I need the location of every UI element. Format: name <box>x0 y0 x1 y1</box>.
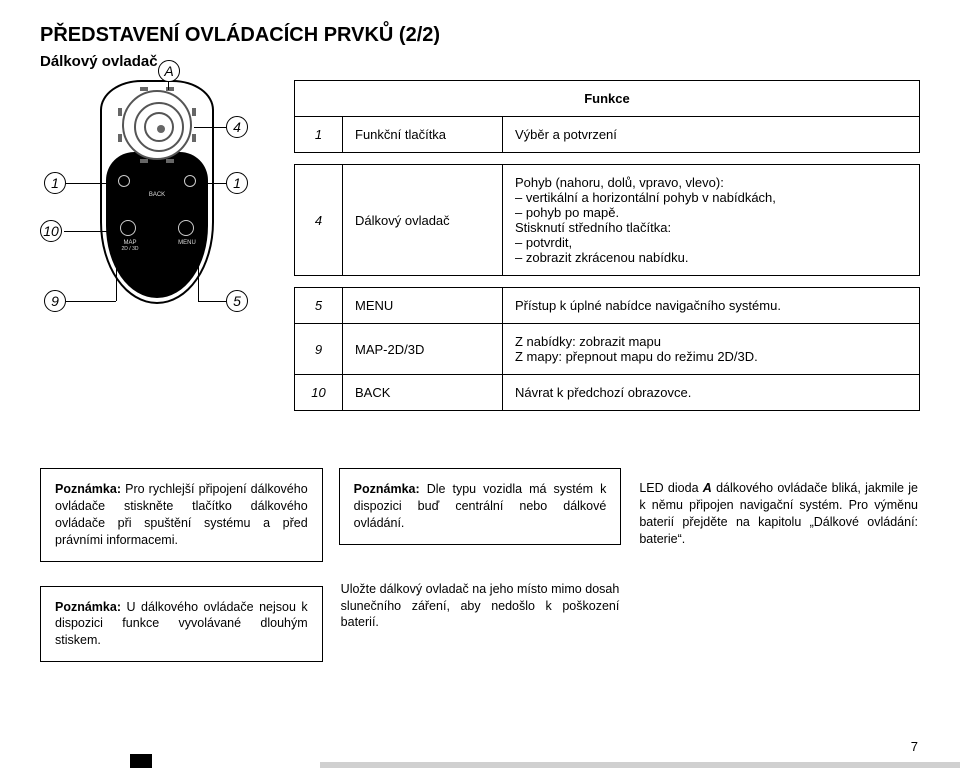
note-box: Poznámka: Pro rychlejší připojení dálkov… <box>40 468 323 562</box>
footer-mark-icon <box>130 754 152 768</box>
row-name: MAP-2D/3D <box>343 324 503 375</box>
menu-label: MENU <box>173 240 201 246</box>
row-num: 9 <box>295 324 343 375</box>
callout-4: 4 <box>226 116 248 138</box>
note-plain: Uložte dálkový ovladač na jeho místo mim… <box>339 569 622 644</box>
top-section: BACK MAP 2D / 3D MENU A 4 1 1 10 9 5 Fun… <box>40 80 920 420</box>
menu-button-icon <box>178 220 194 236</box>
table-row: 1 Funkční tlačítka Výběr a potvrzení <box>295 117 920 153</box>
callout-1-right: 1 <box>226 172 248 194</box>
table-row: 5 MENU Přístup k úplné nabídce navigační… <box>295 288 920 324</box>
fn-button-right-icon <box>184 175 196 187</box>
joystick-icon <box>122 90 192 160</box>
row-num: 10 <box>295 375 343 411</box>
row-func: Návrat k předchozí obrazovce. <box>503 375 920 411</box>
table-row: 9 MAP-2D/3D Z nabídky: zobrazit mapu Z m… <box>295 324 920 375</box>
table-row: 10 BACK Návrat k předchozí obrazovce. <box>295 375 920 411</box>
back-label: BACK <box>144 192 170 198</box>
footer-strip <box>320 762 960 768</box>
row-num: 4 <box>295 165 343 276</box>
row-num: 5 <box>295 288 343 324</box>
row-func: Z nabídky: zobrazit mapu Z mapy: přepnou… <box>503 324 920 375</box>
note-box: Poznámka: U dálkového ovládače nejsou k … <box>40 586 323 663</box>
row-name: Funkční tlačítka <box>343 117 503 153</box>
row-func: Výběr a potvrzení <box>503 117 920 153</box>
fn-button-left-icon <box>118 175 130 187</box>
table-row: 4 Dálkový ovladač Pohyb (nahoru, dolů, v… <box>295 165 920 276</box>
callout-1-left: 1 <box>44 172 66 194</box>
note-plain: LED dioda A dálkového ovládače bliká, ja… <box>637 468 920 560</box>
map-button-icon <box>120 220 136 236</box>
callout-5: 5 <box>226 290 248 312</box>
notes-section: Poznámka: Pro rychlejší připojení dálkov… <box>40 468 920 662</box>
row-name: BACK <box>343 375 503 411</box>
row-name: Dálkový ovladač <box>343 165 503 276</box>
table-header: Funkce <box>295 81 920 117</box>
row-func: Přístup k úplné nabídce navigačního syst… <box>503 288 920 324</box>
function-table: Funkce 1 Funkční tlačítka Výběr a potvrz… <box>294 80 920 411</box>
page-title: PŘEDSTAVENÍ OVLÁDACÍCH PRVKŮ (2/2) <box>40 24 920 47</box>
note-box: Poznámka: Dle typu vozidla má systém k d… <box>339 468 622 545</box>
remote-illustration: BACK MAP 2D / 3D MENU A 4 1 1 10 9 5 <box>40 80 270 420</box>
row-name: MENU <box>343 288 503 324</box>
callout-10: 10 <box>40 220 62 242</box>
callout-A: A <box>158 60 180 82</box>
row-func: Pohyb (nahoru, dolů, vpravo, vlevo): ver… <box>503 165 920 276</box>
row-num: 1 <box>295 117 343 153</box>
callout-9: 9 <box>44 290 66 312</box>
page-number: 7 <box>911 739 918 754</box>
